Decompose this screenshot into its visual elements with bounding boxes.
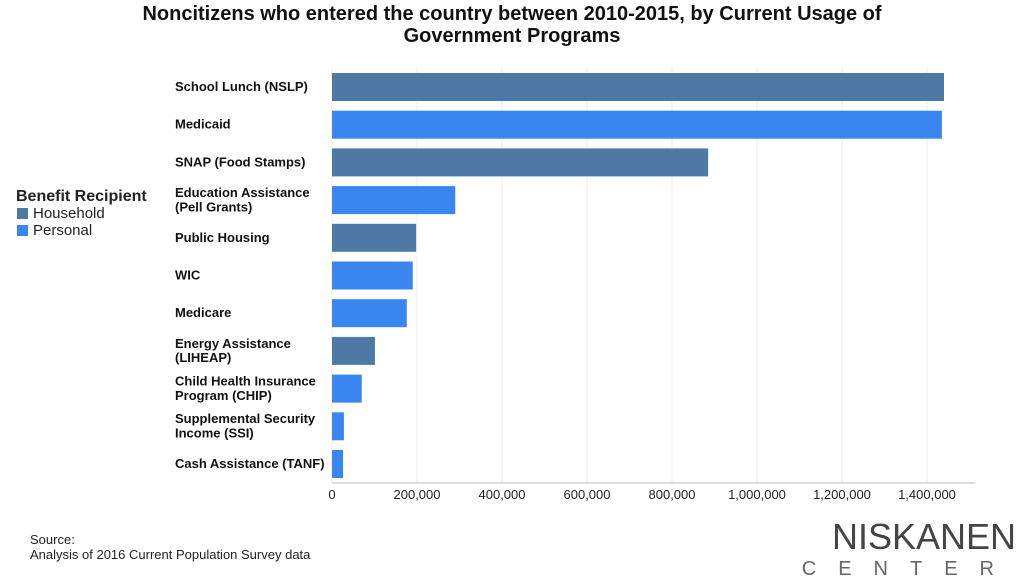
bar bbox=[332, 336, 375, 365]
x-tick-label: 0 bbox=[328, 487, 335, 502]
legend-swatch bbox=[17, 225, 28, 236]
x-tick-label: 1,400,000 bbox=[898, 487, 956, 502]
logo-name: NISKANEN bbox=[832, 516, 1016, 557]
chart-title: Noncitizens who entered the country betw… bbox=[142, 3, 881, 47]
bar bbox=[332, 412, 344, 441]
bar bbox=[332, 73, 944, 101]
x-tick-label: 200,000 bbox=[394, 487, 441, 502]
source: Analysis of 2016 Current Population Surv… bbox=[30, 547, 311, 562]
bar bbox=[332, 374, 362, 403]
bar bbox=[332, 186, 456, 215]
legend-title: Benefit Recipient bbox=[16, 188, 147, 205]
y-tick-label: Education Assistance (Pell Grants) bbox=[175, 185, 310, 214]
bar bbox=[332, 223, 417, 252]
source-label: Source: bbox=[30, 532, 75, 547]
y-tick-label: Cash Assistance (TANF) bbox=[175, 456, 325, 471]
y-tick-label: Child Health Insurance Program (CHIP) bbox=[175, 373, 316, 402]
bar bbox=[332, 299, 407, 328]
legend-swatch bbox=[17, 208, 28, 219]
y-tick-label: WIC bbox=[175, 268, 201, 283]
y-tick-label: School Lunch (NSLP) bbox=[175, 79, 308, 94]
y-tick-label: Medicaid bbox=[175, 117, 231, 132]
bar bbox=[332, 450, 344, 478]
y-tick-label: Supplemental Security Income (SSI) bbox=[175, 411, 316, 440]
x-tick-label: 800,000 bbox=[649, 487, 696, 502]
y-tick-label: Energy Assistance (LIHEAP) bbox=[175, 336, 291, 365]
x-tick-label: 400,000 bbox=[479, 487, 526, 502]
y-tick-label: Public Housing bbox=[175, 230, 270, 245]
y-tick-label: SNAP (Food Stamps) bbox=[175, 154, 306, 169]
logo-subtitle: CENTER bbox=[802, 558, 1016, 580]
legend-label: Personal bbox=[33, 222, 92, 239]
legend-label: Household bbox=[33, 205, 105, 222]
bar bbox=[332, 148, 709, 177]
y-tick-label: Medicare bbox=[175, 305, 231, 320]
x-tick-label: 600,000 bbox=[564, 487, 611, 502]
x-tick-label: 1,000,000 bbox=[728, 487, 786, 502]
bar bbox=[332, 110, 942, 139]
bar bbox=[332, 261, 413, 290]
x-tick-label: 1,200,000 bbox=[813, 487, 871, 502]
